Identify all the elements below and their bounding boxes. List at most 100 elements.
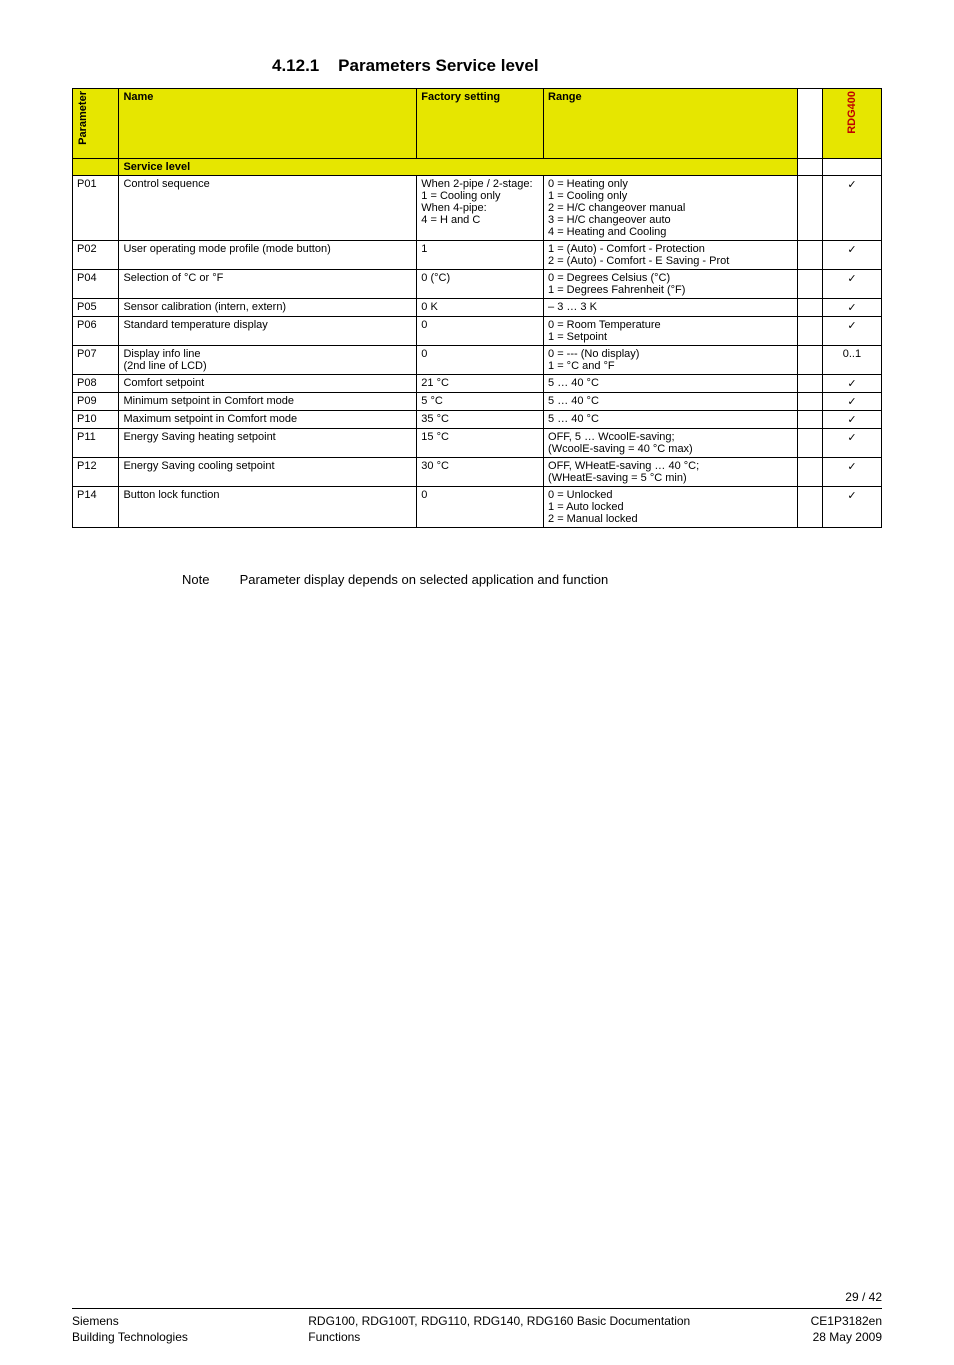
cell-factory: 0 (°C)	[417, 270, 544, 299]
cell-factory: 1	[417, 241, 544, 270]
cell-name: Maximum setpoint in Comfort mode	[119, 411, 417, 429]
cell-range: 0 = --- (No display) 1 = °C and °F	[544, 346, 797, 375]
cell-range: 5 … 40 °C	[544, 375, 797, 393]
note-label: Note	[182, 572, 236, 587]
cell-rdg: ✓	[822, 393, 881, 411]
cell-param: P10	[73, 411, 119, 429]
cell-spacer	[797, 393, 822, 411]
table-row: P09Minimum setpoint in Comfort mode5 °C5…	[73, 393, 882, 411]
cell-spacer	[797, 270, 822, 299]
cell-range: 0 = Room Temperature 1 = Setpoint	[544, 317, 797, 346]
table-row: P08Comfort setpoint21 °C5 … 40 °C ✓	[73, 375, 882, 393]
footer-left: Siemens Building Technologies	[72, 1313, 188, 1345]
col-spacer-header	[797, 89, 822, 159]
section-heading: Parameters Service level	[338, 56, 538, 75]
cell-rdg: 0..1	[822, 346, 881, 375]
cell-param: P08	[73, 375, 119, 393]
cell-name: Standard temperature display	[119, 317, 417, 346]
cell-name: Display info line (2nd line of LCD)	[119, 346, 417, 375]
cell-rdg: ✓	[822, 270, 881, 299]
cell-param: P06	[73, 317, 119, 346]
cell-param: P02	[73, 241, 119, 270]
cell-rdg: ✓	[822, 317, 881, 346]
cell-spacer	[797, 429, 822, 458]
cell-spacer	[797, 411, 822, 429]
cell-range: OFF, WHeatE-saving … 40 °C; (WHeatE-savi…	[544, 458, 797, 487]
cell-param: P14	[73, 487, 119, 528]
cell-factory: 0	[417, 487, 544, 528]
service-level-rdg	[822, 159, 881, 176]
table-row: P04Selection of °C or °F0 (°C)0 = Degree…	[73, 270, 882, 299]
table-row: P06Standard temperature display00 = Room…	[73, 317, 882, 346]
cell-factory: 0	[417, 346, 544, 375]
parameters-table: Parameter Name Factory setting Range RDG…	[72, 88, 882, 528]
cell-factory: 0 K	[417, 299, 544, 317]
cell-name: Comfort setpoint	[119, 375, 417, 393]
cell-rdg: ✓	[822, 375, 881, 393]
page-number: 29 / 42	[0, 1290, 954, 1308]
cell-name: Selection of °C or °F	[119, 270, 417, 299]
footer-mid: RDG100, RDG100T, RDG110, RDG140, RDG160 …	[308, 1313, 690, 1345]
cell-range: – 3 … 3 K	[544, 299, 797, 317]
cell-name: Minimum setpoint in Comfort mode	[119, 393, 417, 411]
cell-range: 0 = Degrees Celsius (°C) 1 = Degrees Fah…	[544, 270, 797, 299]
cell-rdg: ✓	[822, 241, 881, 270]
section-number: 4.12.1	[272, 56, 319, 75]
cell-spacer	[797, 458, 822, 487]
cell-name: User operating mode profile (mode button…	[119, 241, 417, 270]
cell-name: Button lock function	[119, 487, 417, 528]
cell-spacer	[797, 375, 822, 393]
cell-name: Energy Saving cooling setpoint	[119, 458, 417, 487]
table-row: P10Maximum setpoint in Comfort mode35 °C…	[73, 411, 882, 429]
cell-range: OFF, 5 … WcoolE-saving; (WcoolE-saving =…	[544, 429, 797, 458]
cell-param: P04	[73, 270, 119, 299]
cell-param: P05	[73, 299, 119, 317]
col-range-header: Range	[544, 89, 797, 159]
table-row: P12Energy Saving cooling setpoint30 °COF…	[73, 458, 882, 487]
cell-range: 5 … 40 °C	[544, 393, 797, 411]
cell-rdg: ✓	[822, 458, 881, 487]
cell-spacer	[797, 317, 822, 346]
cell-factory: 0	[417, 317, 544, 346]
cell-rdg: ✓	[822, 429, 881, 458]
cell-factory: 21 °C	[417, 375, 544, 393]
table-row: P14Button lock function00 = Unlocked 1 =…	[73, 487, 882, 528]
table-row: P07Display info line (2nd line of LCD)00…	[73, 346, 882, 375]
cell-spacer	[797, 176, 822, 241]
service-level-label: Service level	[119, 159, 797, 176]
cell-range: 1 = (Auto) - Comfort - Protection 2 = (A…	[544, 241, 797, 270]
note-text: Parameter display depends on selected ap…	[240, 572, 609, 587]
cell-factory: 30 °C	[417, 458, 544, 487]
cell-name: Control sequence	[119, 176, 417, 241]
cell-param: P07	[73, 346, 119, 375]
cell-name: Energy Saving heating setpoint	[119, 429, 417, 458]
cell-spacer	[797, 241, 822, 270]
col-name-header: Name	[119, 89, 417, 159]
service-level-sp	[797, 159, 822, 176]
section-title: 4.12.1 Parameters Service level	[72, 56, 882, 76]
cell-spacer	[797, 487, 822, 528]
cell-range: 0 = Heating only 1 = Cooling only 2 = H/…	[544, 176, 797, 241]
col-parameter-header: Parameter	[73, 89, 119, 159]
note-row: Note Parameter display depends on select…	[72, 572, 882, 587]
page-footer: Siemens Building Technologies RDG100, RD…	[72, 1308, 882, 1345]
cell-param: P09	[73, 393, 119, 411]
table-row: P05Sensor calibration (intern, extern)0 …	[73, 299, 882, 317]
cell-factory: 35 °C	[417, 411, 544, 429]
cell-name: Sensor calibration (intern, extern)	[119, 299, 417, 317]
cell-param: P11	[73, 429, 119, 458]
cell-range: 5 … 40 °C	[544, 411, 797, 429]
cell-factory: When 2-pipe / 2-stage: 1 = Cooling only …	[417, 176, 544, 241]
cell-spacer	[797, 346, 822, 375]
cell-rdg: ✓	[822, 299, 881, 317]
cell-rdg: ✓	[822, 411, 881, 429]
cell-factory: 15 °C	[417, 429, 544, 458]
table-row: P02User operating mode profile (mode but…	[73, 241, 882, 270]
cell-param: P12	[73, 458, 119, 487]
cell-param: P01	[73, 176, 119, 241]
cell-rdg: ✓	[822, 176, 881, 241]
col-rdg400-header: RDG400	[822, 89, 881, 159]
footer-right: CE1P3182en 28 May 2009	[811, 1313, 882, 1345]
cell-range: 0 = Unlocked 1 = Auto locked 2 = Manual …	[544, 487, 797, 528]
table-row: P01Control sequenceWhen 2-pipe / 2-stage…	[73, 176, 882, 241]
